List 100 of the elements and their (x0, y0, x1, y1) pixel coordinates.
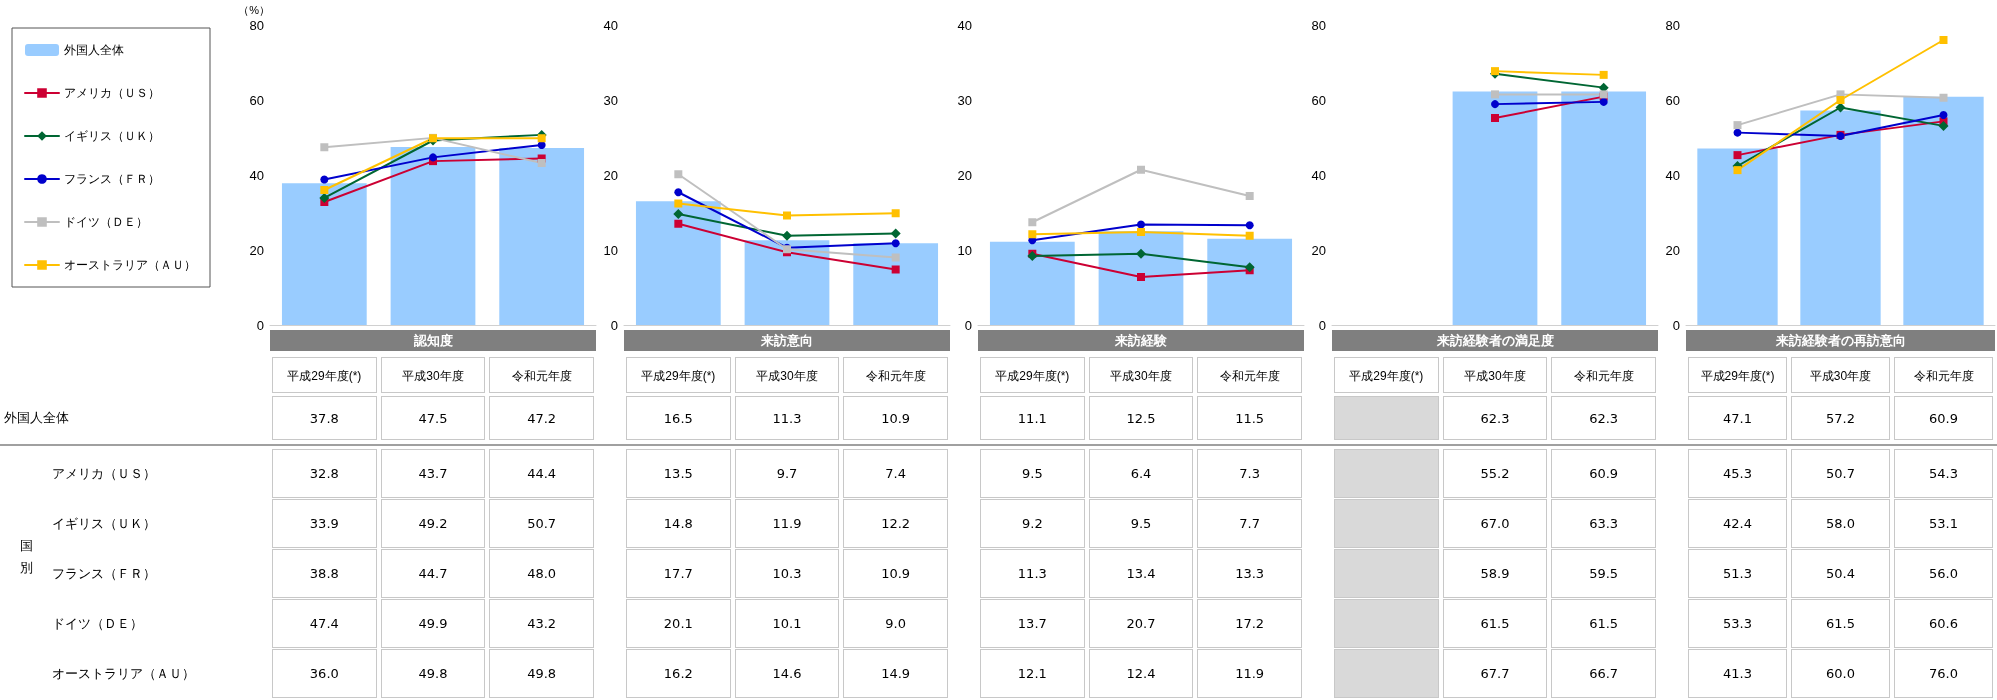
y-tick-label: 20 (1665, 242, 1680, 258)
data-label: 42.4 (1688, 499, 1787, 548)
data-label: 41.3 (1688, 649, 1787, 698)
data-label: 10.3 (734, 549, 840, 598)
x-tick-label: 令和元年度 (1219, 369, 1280, 383)
data-label: 62.3 (1442, 396, 1548, 440)
y-tick-label: 0 (256, 317, 264, 333)
data-label: 44.7 (380, 549, 486, 598)
data-label: 6.4 (1088, 449, 1194, 498)
legend-label: アメリカ（ＵＳ） (64, 86, 160, 100)
x-tick-label: 令和元年度 (511, 369, 572, 383)
y-tick-label: 60 (249, 92, 264, 108)
data-label: 43.7 (380, 449, 486, 498)
data-label: 53.1 (1894, 499, 1993, 548)
data-label: 51.3 (1688, 549, 1787, 598)
text: フランス（ＦＲ） (52, 565, 156, 581)
data-label: 12.1 (980, 649, 1085, 698)
data-label: 50.7 (1791, 449, 1890, 498)
x-tick-label: 平成30年度 (1809, 369, 1872, 383)
data-label: 11.3 (734, 396, 840, 440)
text: オーストラリア（ＡＵ） (52, 665, 195, 681)
data-label: 16.5 (626, 396, 731, 440)
data-label: 33.9 (272, 499, 377, 548)
y-tick-label: 40 (249, 167, 264, 183)
data-label: 14.9 (843, 649, 948, 698)
data-label: 17.2 (1197, 599, 1302, 648)
data-label: 32.8 (272, 449, 377, 498)
data-label: 7.4 (843, 449, 948, 498)
y-tick-label: 80 (1311, 17, 1326, 33)
y-tick-label: 40 (603, 17, 618, 33)
data-label: 13.7 (980, 599, 1085, 648)
y-tick-label: 60 (1311, 92, 1326, 108)
legend-label: オーストラリア（ＡＵ） (64, 258, 196, 272)
y-tick-label: 80 (1665, 17, 1680, 33)
data-label: 49.8 (380, 649, 486, 698)
text: 認知度 (270, 330, 596, 351)
data-label: 50.4 (1791, 549, 1890, 598)
y-tick-label: 80 (249, 17, 264, 33)
data-label: 37.8 (272, 396, 377, 440)
x-tick-label: 令和元年度 (1913, 369, 1974, 383)
data-label: 45.3 (1688, 449, 1787, 498)
x-tick-label: 平成30年度 (756, 369, 818, 383)
data-label: 50.7 (489, 499, 594, 548)
y-tick-label: 10 (957, 242, 972, 258)
y-tick-label: 0 (1318, 317, 1326, 333)
x-tick-label: 平成29年度(*) (995, 369, 1070, 383)
data-label: 9.5 (1088, 499, 1194, 548)
y-axis-title: （%） (238, 3, 270, 16)
legend-label: 外国人全体 (64, 43, 124, 57)
text: 来訪経験者の満足度 (1332, 330, 1658, 351)
data-label: 12.2 (843, 499, 948, 548)
data-label: 67.7 (1442, 649, 1548, 698)
text: 来訪経験 (978, 330, 1304, 351)
x-tick-label: 平成29年度(*) (1349, 369, 1424, 383)
data-label: 59.5 (1551, 549, 1656, 598)
data-label: 48.0 (489, 549, 594, 598)
data-label: 13.3 (1197, 549, 1302, 598)
text: 来訪意向 (624, 330, 950, 351)
y-tick-label: 20 (1311, 242, 1326, 258)
data-label: 53.3 (1688, 599, 1787, 648)
data-label: 47.4 (272, 599, 377, 648)
data-label: 11.9 (734, 499, 840, 548)
y-tick-label: 20 (249, 242, 264, 258)
data-label: 11.1 (980, 396, 1085, 440)
data-label: 47.1 (1688, 396, 1787, 440)
data-label: 66.7 (1551, 649, 1656, 698)
y-tick-label: 20 (603, 167, 618, 183)
x-tick-label: 平成30年度 (402, 369, 464, 383)
text: 外国人全体 (4, 410, 69, 425)
data-label: 9.0 (843, 599, 948, 648)
data-label: 60.6 (1894, 599, 1993, 648)
data-label: 54.3 (1894, 449, 1993, 498)
data-label: 49.2 (380, 499, 486, 548)
data-label: 62.3 (1551, 396, 1656, 440)
data-label: 13.5 (626, 449, 731, 498)
x-tick-label: 平成29年度(*) (641, 369, 716, 383)
x-tick-label: 令和元年度 (865, 369, 926, 383)
data-label: 14.8 (626, 499, 731, 548)
text: ドイツ（ＤＥ） (52, 615, 143, 631)
y-tick-label: 0 (1672, 317, 1680, 333)
x-tick-label: 平成29年度(*) (1700, 369, 1775, 383)
data-label: 16.2 (626, 649, 731, 698)
data-label: 11.3 (980, 549, 1085, 598)
x-tick-label: 令和元年度 (1573, 369, 1634, 383)
data-label: 10.9 (843, 549, 948, 598)
data-label: 67.0 (1442, 499, 1548, 548)
x-tick-label: 平成30年度 (1464, 369, 1526, 383)
data-label: 11.9 (1197, 649, 1302, 698)
legend-label: フランス（ＦＲ） (64, 172, 160, 186)
data-label: 58.0 (1791, 499, 1890, 548)
y-tick-label: 20 (957, 167, 972, 183)
data-label: 56.0 (1894, 549, 1993, 598)
data-label: 20.7 (1088, 599, 1194, 648)
legend-label: ドイツ（ＤＥ） (64, 215, 148, 229)
data-label: 12.4 (1088, 649, 1194, 698)
y-tick-label: 30 (957, 92, 972, 108)
data-label: 47.2 (489, 396, 594, 440)
data-label: 13.4 (1088, 549, 1194, 598)
data-label: 47.5 (380, 396, 486, 440)
y-tick-label: 10 (603, 242, 618, 258)
